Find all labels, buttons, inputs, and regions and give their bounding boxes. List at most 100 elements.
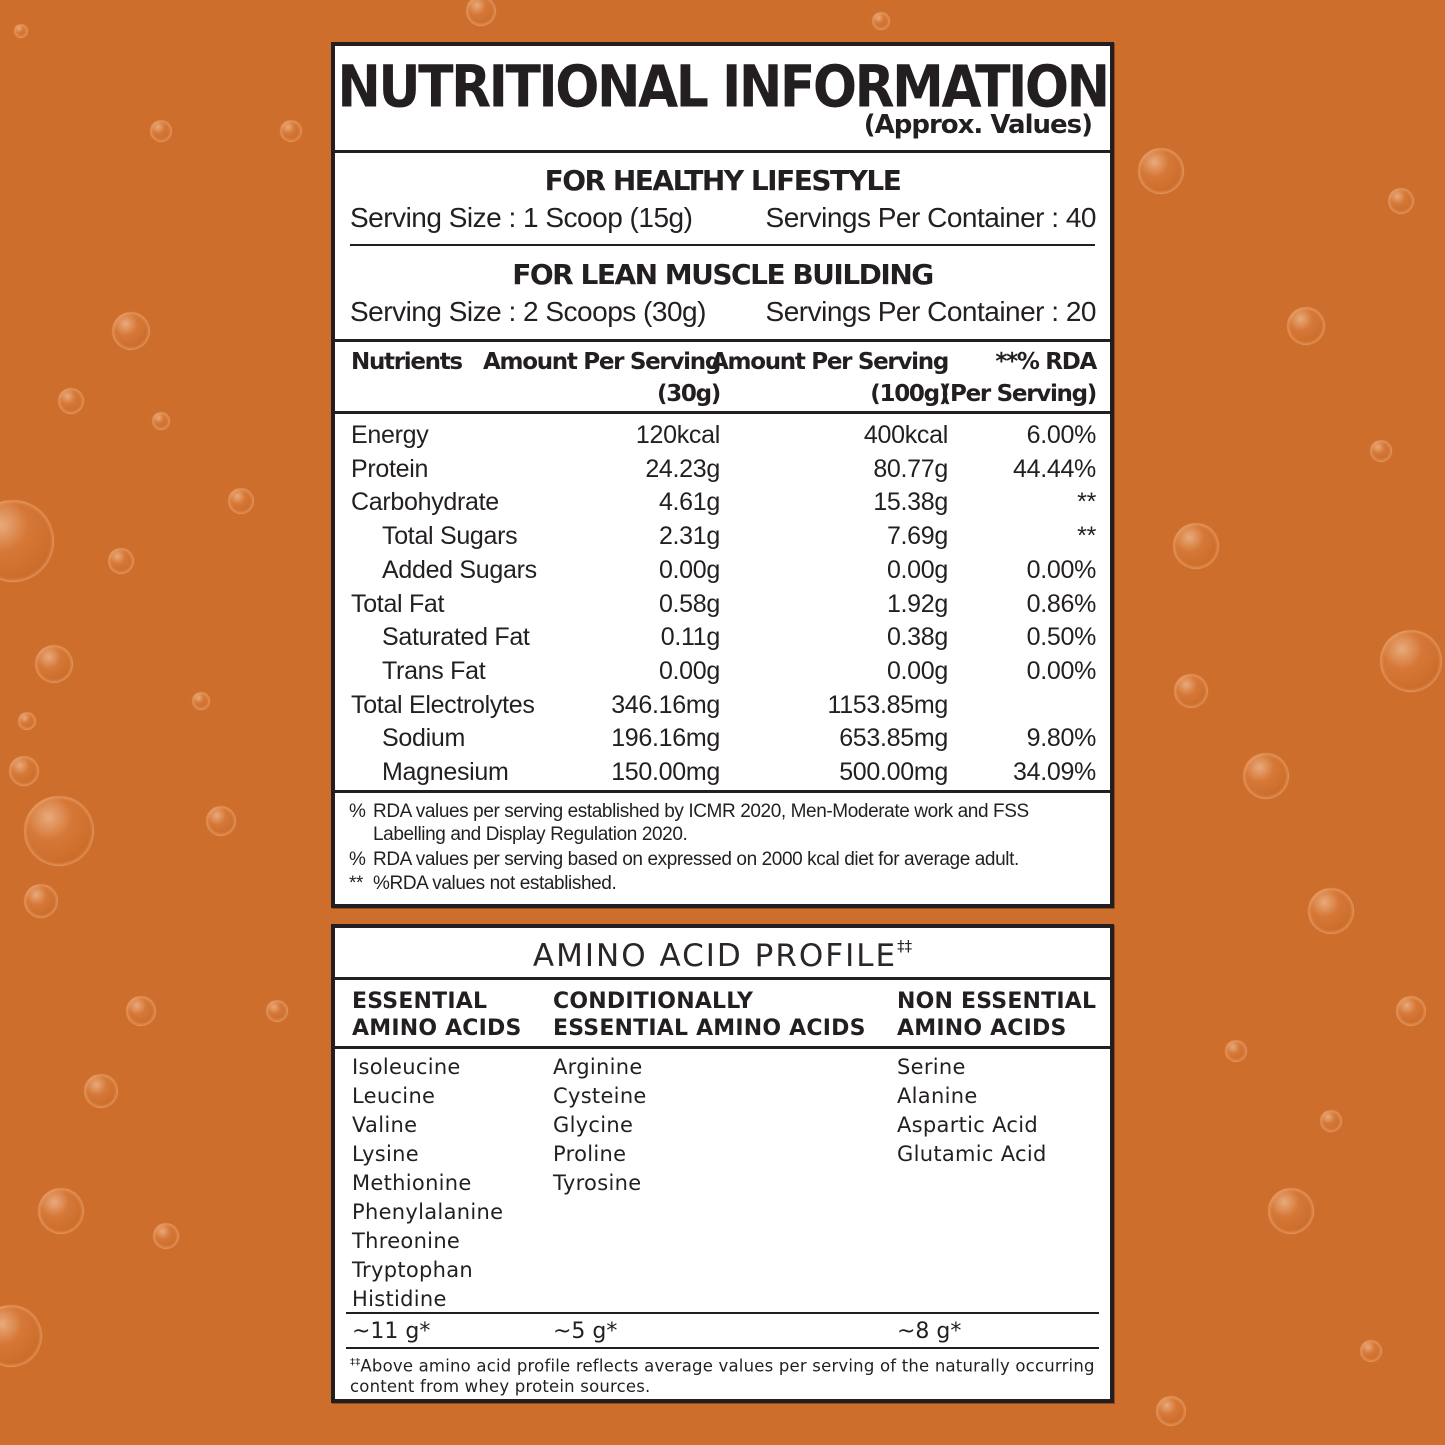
amount-per-serving: 0.00g — [658, 555, 720, 584]
bubble-decoration — [1268, 1188, 1314, 1234]
nutrient-name: Magnesium — [382, 758, 509, 786]
rda-percent: 0.86% — [1026, 589, 1097, 618]
footnote-marker: ** — [349, 873, 363, 894]
serving-size-healthy: Serving Size : 1 Scoop (15g) — [350, 202, 693, 233]
footnote-1: % RDA values per serving established by I… — [349, 800, 1098, 846]
amount-per-100g: 15.38g — [873, 488, 948, 517]
amount-per-serving: 196.16mg — [611, 724, 720, 753]
bubble-decoration — [206, 806, 236, 836]
servings-per-container-healthy: Servings Per Container : 40 — [765, 202, 1097, 233]
table-row: Carbohydrate 4.61g 15.38g ** — [335, 485, 1110, 519]
nutrition-panel: NUTRITIONAL INFORMATION (Approx. Values)… — [331, 42, 1114, 908]
column-heading-line2: AMINO ACIDS — [352, 1016, 522, 1041]
nutrition-title: NUTRITIONAL INFORMATION — [337, 54, 1110, 122]
section-heading-lean-muscle: FOR LEAN MUSCLE BUILDING — [512, 258, 934, 291]
header-per-serving: Amount Per Serving (30g) — [483, 346, 721, 410]
rda-percent: 0.00% — [1026, 656, 1097, 685]
rda-percent: 9.80% — [1026, 724, 1097, 753]
amino-acid-item: Glutamic Acid — [897, 1142, 1047, 1166]
amino-acid-item: Tyrosine — [553, 1171, 642, 1195]
divider — [346, 1312, 1099, 1314]
divider — [335, 977, 1110, 980]
amount-per-serving: 120kcal — [635, 421, 720, 449]
amino-title-text: AMINO ACID PROFILE — [532, 938, 898, 974]
table-row: Protein 24.23g 80.77g 44.44% — [335, 452, 1110, 486]
divider — [335, 150, 1110, 153]
amount-per-100g: 500.00mg — [839, 758, 948, 786]
amount-per-100g: 400kcal — [863, 421, 948, 449]
rda-percent: ** — [1077, 522, 1096, 551]
bubble-decoration — [35, 645, 73, 683]
bubble-decoration — [1308, 888, 1354, 934]
bubble-decoration — [112, 312, 150, 350]
nutrient-name: Energy — [351, 421, 429, 449]
nutrient-name: Carbohydrate — [351, 488, 499, 517]
bubble-decoration — [1320, 1110, 1342, 1132]
amino-acid-item: Alanine — [897, 1084, 978, 1108]
bubble-decoration — [0, 500, 54, 582]
header-per-100g-line1: Amount Per Serving — [711, 349, 949, 375]
amino-acid-item: Glycine — [553, 1113, 634, 1137]
amount-per-serving: 24.23g — [645, 454, 720, 483]
amount-per-100g: 0.00g — [886, 555, 948, 584]
bubble-decoration — [14, 24, 28, 38]
bubble-decoration — [9, 756, 39, 786]
amount-per-100g: 1153.85mg — [827, 690, 948, 719]
footnote-marker: % — [349, 801, 366, 822]
amount-per-serving: 150.00mg — [611, 758, 720, 786]
bubble-decoration — [18, 712, 36, 730]
header-per-serving-line1: Amount Per Serving — [483, 349, 721, 375]
amino-title-mark: ‡‡ — [897, 936, 913, 955]
footnote-text: RDA values per serving established by IC… — [373, 801, 1029, 822]
table-row: Trans Fat 0.00g 0.00g 0.00% — [335, 654, 1110, 688]
nutrition-subtitle: (Approx. Values) — [863, 110, 1093, 140]
nutrient-name: Saturated Fat — [382, 623, 530, 652]
table-row: Magnesium 150.00mg 500.00mg 34.09% — [335, 755, 1110, 789]
essential-amount: ~11 g* — [352, 1319, 431, 1344]
nutrient-name: Total Electrolytes — [351, 690, 535, 719]
bubble-decoration — [1173, 523, 1219, 569]
footnote-3: ** %RDA values not established. — [349, 872, 1098, 895]
amino-footnote-text: Above amino acid profile reflects averag… — [350, 1356, 1095, 1396]
amino-acid-item: Aspartic Acid — [897, 1113, 1039, 1137]
amino-title: AMINO ACID PROFILE‡‡ — [335, 936, 1110, 974]
amino-acid-item: Methionine — [352, 1171, 472, 1195]
amino-acid-item: Phenylalanine — [352, 1200, 504, 1224]
nutrient-name: Total Sugars — [382, 522, 518, 551]
table-row: Energy 120kcal 400kcal 6.00% — [335, 418, 1110, 452]
header-rda-line2: (Per Serving) — [940, 381, 1097, 407]
divider — [335, 411, 1110, 414]
bubble-decoration — [24, 796, 94, 866]
table-row: Total Sugars 2.31g 7.69g ** — [335, 519, 1110, 553]
column-heading-non-essential: NON ESSENTIAL AMINO ACIDS — [897, 988, 1096, 1042]
bubble-decoration — [1388, 188, 1414, 214]
amount-per-serving: 4.61g — [658, 488, 720, 517]
amount-per-serving: 0.11g — [660, 623, 721, 652]
bubble-decoration — [108, 548, 134, 574]
bubble-decoration — [466, 0, 496, 26]
table-row: Saturated Fat 0.11g 0.38g 0.50% — [335, 620, 1110, 654]
amino-acid-item: Tryptophan — [352, 1258, 474, 1282]
amount-per-100g: 0.00g — [886, 656, 948, 685]
rda-percent: 34.09% — [1013, 758, 1096, 786]
essential-amino-list: Isoleucine Leucine Valine Lysine Methionine P… — [352, 1053, 503, 1314]
nutrient-name: Total Fat — [351, 589, 445, 618]
footnote-text: RDA values per serving based on expresse… — [373, 849, 1019, 870]
bubble-decoration — [1360, 1340, 1382, 1362]
bubble-decoration — [58, 388, 84, 414]
serving-size-lean: Serving Size : 2 Scoops (30g) — [350, 296, 706, 327]
rda-percent: 0.00% — [1026, 555, 1097, 584]
bubble-decoration — [38, 1188, 84, 1234]
conditional-amount: ~5 g* — [553, 1319, 618, 1344]
bubble-decoration — [228, 488, 254, 514]
bubble-decoration — [1380, 630, 1442, 692]
amino-acid-item: Valine — [352, 1113, 418, 1137]
amino-footnote: ‡‡Above amino acid profile reflects aver… — [350, 1353, 1098, 1397]
amino-acid-item: Threonine — [352, 1229, 461, 1253]
bubble-decoration — [1138, 148, 1184, 194]
footnote-text-cont: Labelling and Display Regulation 2020. — [373, 824, 688, 845]
rda-percent: 6.00% — [1026, 421, 1097, 449]
header-rda-line1: **% RDA — [995, 349, 1097, 375]
bubble-decoration — [872, 12, 890, 30]
rda-percent: 0.50% — [1026, 623, 1097, 652]
